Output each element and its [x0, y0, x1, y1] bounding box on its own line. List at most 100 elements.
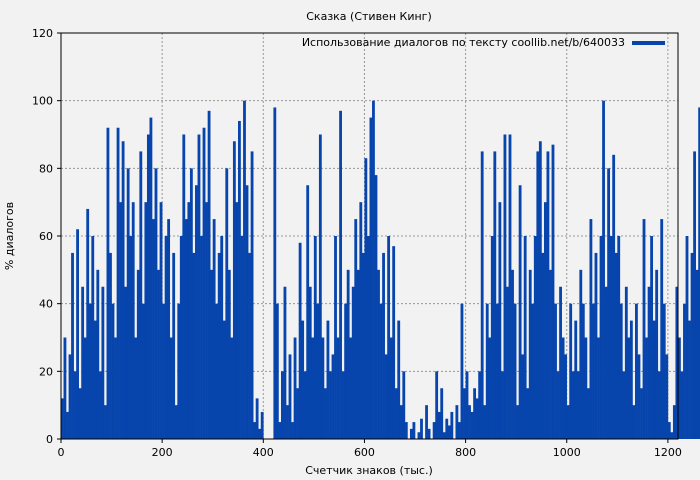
- bar: [174, 405, 178, 439]
- bar: [688, 320, 691, 439]
- bar: [602, 100, 605, 440]
- bar: [83, 337, 87, 439]
- bar: [313, 236, 317, 439]
- bar: [177, 303, 181, 439]
- bar: [98, 371, 102, 439]
- bar: [665, 354, 669, 439]
- bar: [662, 303, 666, 439]
- bar: [86, 208, 90, 439]
- bar: [111, 303, 115, 439]
- bar: [650, 236, 654, 439]
- bar: [470, 411, 474, 439]
- bar: [157, 269, 160, 439]
- bar: [154, 168, 158, 440]
- bar: [511, 269, 514, 439]
- x-tick-label: 0: [58, 446, 65, 459]
- x-axis-label: Счетчик знаков (тыс.): [305, 464, 433, 477]
- bar: [182, 134, 186, 439]
- bar: [379, 303, 383, 439]
- y-axis-label: % диалогов: [3, 202, 16, 270]
- bar: [437, 411, 441, 439]
- bar: [293, 337, 297, 439]
- bar: [637, 354, 641, 439]
- bar: [672, 405, 676, 439]
- bar: [227, 269, 231, 439]
- bar: [594, 252, 598, 439]
- bar: [149, 117, 153, 439]
- bar: [435, 371, 439, 439]
- bar: [533, 236, 537, 439]
- bars: [61, 100, 700, 440]
- bar: [189, 168, 193, 440]
- bar: [384, 354, 388, 439]
- bar: [394, 388, 398, 439]
- bar: [369, 117, 373, 439]
- bar: [172, 252, 176, 439]
- bar: [275, 303, 279, 439]
- bar: [612, 154, 616, 440]
- bar: [693, 151, 697, 439]
- y-tick-label: 80: [39, 162, 53, 175]
- x-tick-label: 800: [455, 446, 476, 459]
- bar: [455, 405, 459, 439]
- bar: [531, 303, 535, 439]
- chart-title: Сказка (Стивен Кинг): [306, 10, 432, 23]
- bar: [586, 388, 590, 439]
- bar: [647, 286, 651, 439]
- bar: [409, 428, 413, 439]
- bar: [680, 371, 684, 439]
- bar: [617, 236, 621, 439]
- bar: [614, 252, 618, 439]
- bar: [361, 252, 365, 439]
- bar: [220, 236, 224, 439]
- bar: [344, 303, 348, 439]
- bar: [225, 168, 229, 440]
- bar: [660, 219, 664, 439]
- bar: [584, 337, 588, 439]
- bar: [554, 303, 557, 439]
- bar: [597, 337, 600, 439]
- bar: [695, 269, 699, 439]
- bar: [103, 405, 107, 439]
- bar: [635, 303, 638, 439]
- bar: [76, 229, 80, 439]
- bar: [609, 236, 613, 439]
- bar: [321, 337, 325, 439]
- bar: [341, 371, 345, 439]
- x-tick-label: 200: [152, 446, 173, 459]
- bar: [495, 303, 499, 439]
- bar: [576, 371, 580, 439]
- bar: [169, 337, 173, 439]
- bar: [420, 418, 423, 439]
- bar: [506, 286, 509, 439]
- bar: [683, 303, 686, 439]
- bar: [78, 388, 82, 439]
- bar: [141, 303, 145, 439]
- bar: [164, 236, 168, 439]
- bar: [248, 252, 251, 439]
- bar: [447, 425, 451, 439]
- bar: [500, 371, 504, 439]
- bar: [521, 354, 525, 439]
- bar: [73, 371, 77, 439]
- bar: [93, 320, 97, 439]
- bar: [245, 185, 249, 439]
- bar: [503, 134, 507, 439]
- bar: [278, 422, 282, 439]
- bar: [200, 236, 203, 439]
- bar: [397, 320, 401, 439]
- bar: [478, 371, 482, 439]
- bar: [323, 388, 327, 439]
- bar: [440, 388, 444, 439]
- bar: [116, 127, 120, 439]
- bar: [286, 405, 289, 439]
- bar: [523, 236, 527, 439]
- bar: [655, 269, 659, 439]
- bar: [356, 269, 360, 439]
- bar: [670, 432, 674, 439]
- bar: [296, 388, 299, 439]
- bar: [346, 269, 350, 439]
- bar: [417, 432, 421, 439]
- bar: [387, 236, 391, 439]
- bar: [146, 134, 150, 439]
